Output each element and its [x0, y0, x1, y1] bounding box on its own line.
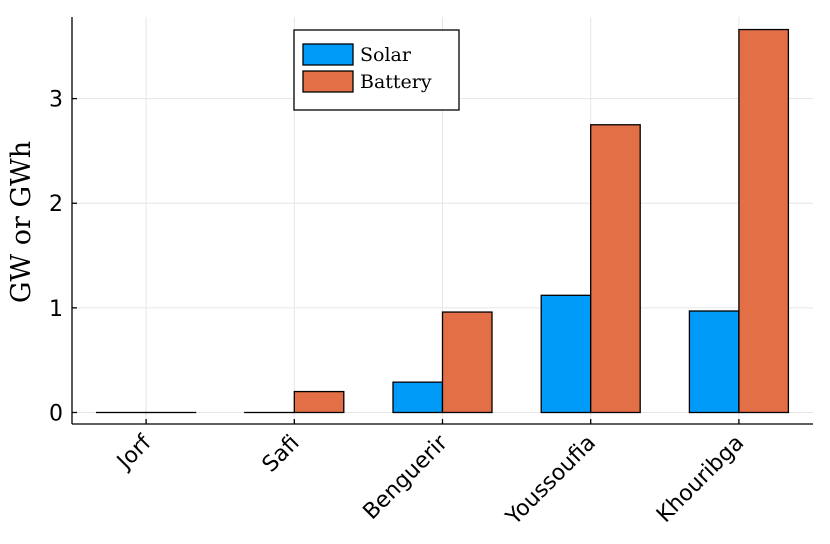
y-tick-label: 1	[49, 297, 63, 322]
bar-battery-benguerir	[441, 311, 493, 414]
x-tick-label: Jorf	[111, 430, 157, 476]
legend: Solar Battery	[293, 29, 460, 111]
y-tick-label: 0	[49, 401, 63, 426]
x-tick-label: Khouribga	[652, 431, 749, 528]
legend-swatch-battery	[302, 70, 354, 93]
y-tick-label: 2	[49, 192, 63, 217]
bar-battery-khouribga	[738, 28, 790, 414]
bar-solar-youssoufia	[540, 294, 592, 414]
bar-solar-benguerir	[392, 381, 444, 414]
bar-solar-khouribga	[688, 310, 740, 414]
ticks-layer: 0 1 2 3 Jorf Safi Benguerir Youssoufia Khouribga	[49, 88, 749, 531]
legend-label-solar: Solar	[360, 44, 412, 66]
legend-box	[293, 29, 460, 111]
x-tick-label: Youssoufia	[501, 431, 601, 531]
bar-battery-youssoufia	[590, 124, 641, 414]
bar-battery-safi	[293, 390, 345, 414]
legend-swatch-solar	[302, 43, 354, 66]
legend-label-battery: Battery	[360, 71, 432, 93]
bars-layer	[95, 28, 790, 414]
y-axis-label: GW or GWh	[6, 141, 37, 303]
x-tick-label: Safi	[258, 431, 305, 478]
x-tick-label: Benguerir	[359, 430, 454, 525]
y-tick-label: 3	[49, 88, 63, 113]
